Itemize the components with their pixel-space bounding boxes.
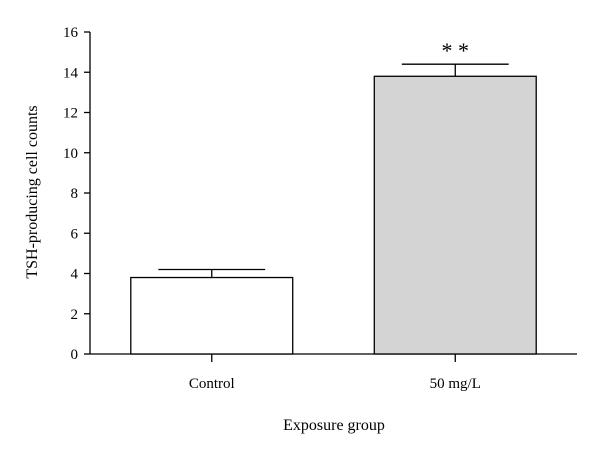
y-tick-label: 8: [71, 186, 79, 202]
category-label: Control: [189, 376, 235, 392]
y-tick-label: 10: [63, 146, 78, 162]
y-tick-label: 12: [63, 106, 78, 122]
x-axis-title: Exposure group: [283, 417, 385, 434]
y-tick-label: 0: [71, 347, 79, 363]
y-tick-label: 16: [63, 25, 79, 41]
y-axis-title: TSH-producing cell counts: [24, 105, 41, 278]
y-tick-label: 14: [63, 65, 79, 81]
y-tick-label: 6: [71, 226, 79, 242]
bar-2: [373, 75, 537, 355]
category-label: 50 mg/L: [430, 376, 481, 392]
y-tick-label: 2: [71, 307, 79, 323]
significance-marker: * *: [442, 38, 470, 63]
y-tick-label: 4: [71, 267, 79, 283]
bar-1: [130, 276, 294, 355]
plot-area: 0 2 4 6 8 10 12 14 16 Control 50 mg/L * *: [63, 25, 577, 392]
